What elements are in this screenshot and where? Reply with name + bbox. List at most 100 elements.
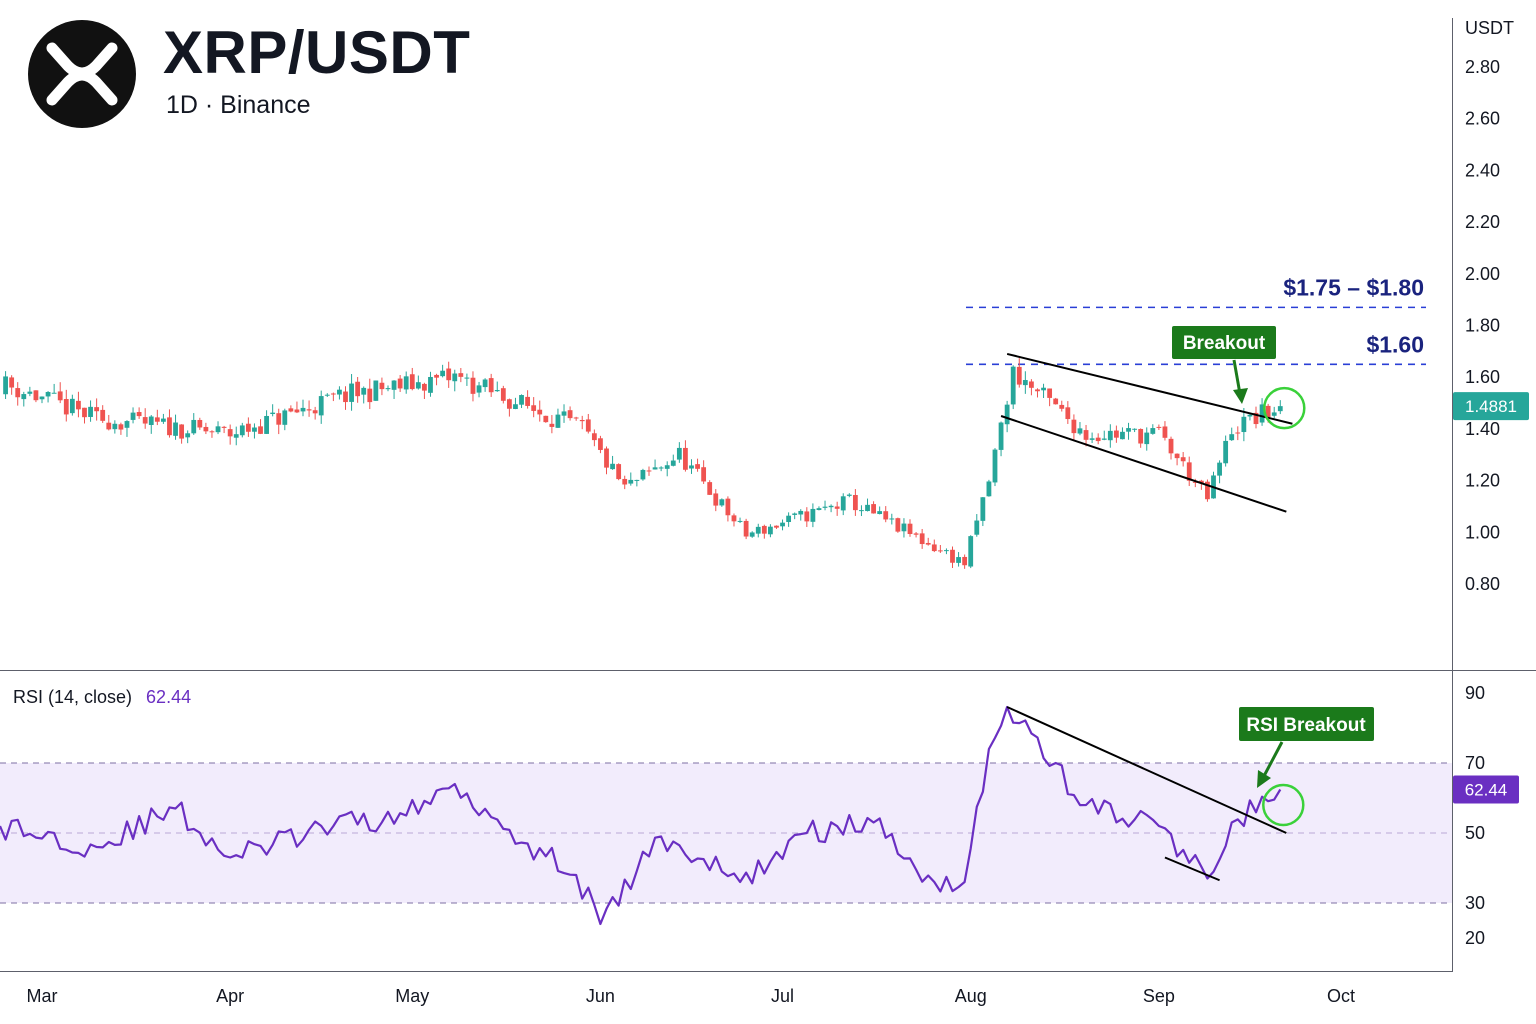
candle-body — [1174, 453, 1180, 459]
candle — [179, 424, 185, 444]
candle-body — [161, 418, 166, 422]
candle — [604, 446, 609, 475]
candle-body — [136, 412, 142, 417]
candle-body — [1035, 389, 1040, 392]
rsi-axis-tick: 50 — [1465, 823, 1485, 843]
candle-body — [640, 469, 646, 480]
candle — [142, 408, 148, 429]
candle-body — [100, 409, 106, 421]
candle-body — [1120, 431, 1125, 440]
candle — [1211, 471, 1216, 499]
channel-trendline — [1006, 352, 1293, 425]
candle-body — [76, 400, 81, 410]
candle-body — [458, 373, 464, 377]
candle — [579, 415, 585, 430]
candle-body — [403, 376, 409, 390]
candle-body — [573, 417, 579, 419]
level-label: $1.75 – $1.80 — [1283, 274, 1424, 300]
candle — [458, 368, 464, 383]
candle-body — [476, 385, 482, 393]
candle — [828, 504, 834, 513]
candle-body — [525, 396, 530, 406]
candle — [21, 391, 27, 407]
candle-body — [774, 525, 779, 528]
candle — [3, 371, 8, 400]
candle — [931, 539, 937, 553]
candle-body — [227, 429, 233, 437]
candle — [1083, 424, 1089, 447]
candle-body — [88, 406, 93, 417]
candle — [233, 426, 239, 446]
candle-body — [780, 522, 785, 527]
rsi-axis-tick: 20 — [1465, 928, 1485, 948]
candle-body — [676, 447, 682, 460]
candle-body — [27, 391, 33, 394]
breakout-callout-box — [1172, 326, 1276, 359]
candle — [1132, 428, 1137, 433]
candle — [907, 519, 913, 537]
candle — [306, 400, 312, 417]
candle — [33, 390, 39, 403]
candle-body — [82, 407, 87, 418]
price-axis-tick: 2.60 — [1465, 109, 1500, 129]
candle-body — [422, 383, 427, 391]
price-axis-tick: 1.00 — [1465, 522, 1500, 542]
candle-body — [1277, 406, 1283, 412]
candle-body — [288, 408, 294, 412]
candle-body — [69, 398, 75, 414]
candle-body — [519, 395, 524, 405]
candle-body — [1053, 398, 1059, 405]
candle-body — [191, 419, 197, 434]
candle-body — [1107, 430, 1113, 441]
candle — [385, 385, 391, 392]
candle — [1010, 365, 1016, 410]
candle-body — [652, 467, 658, 470]
candle — [846, 493, 852, 498]
candle — [1198, 479, 1204, 490]
candle-body — [124, 421, 130, 428]
candle — [513, 397, 518, 410]
candle-body — [209, 431, 215, 433]
candle — [373, 380, 379, 401]
candle-body — [1223, 440, 1229, 464]
candle — [106, 414, 112, 431]
candle — [610, 455, 615, 470]
candle — [743, 518, 749, 540]
candle-body — [859, 510, 864, 512]
candle-body — [798, 510, 804, 515]
candle — [173, 414, 178, 440]
candle — [810, 503, 816, 528]
candle — [482, 378, 488, 392]
candle — [88, 400, 93, 422]
candle — [258, 419, 263, 435]
candle — [282, 408, 288, 431]
candle — [792, 512, 798, 520]
candle — [1120, 427, 1125, 440]
candle — [112, 420, 118, 434]
candle-body — [282, 410, 288, 425]
candle — [725, 496, 731, 522]
rsi-breakout-arrow-shaft — [1262, 741, 1284, 777]
candle — [573, 416, 579, 421]
candle — [737, 517, 743, 524]
candle-body — [664, 465, 670, 469]
candle-body — [513, 404, 518, 410]
candle — [834, 501, 840, 516]
candle-body — [561, 411, 567, 416]
candle — [197, 417, 203, 430]
candle — [124, 420, 130, 437]
candle — [51, 383, 57, 394]
price-axis-tick: 0.80 — [1465, 574, 1500, 594]
candle-body — [118, 424, 124, 430]
candle — [118, 422, 124, 435]
candle — [409, 367, 415, 391]
candle-body — [743, 520, 749, 537]
candle-body — [488, 378, 494, 393]
candle — [324, 393, 330, 397]
candle — [555, 408, 561, 428]
price-axis-tick: 1.80 — [1465, 315, 1500, 335]
candle — [1253, 406, 1259, 429]
candle-body — [415, 382, 421, 389]
candle — [707, 480, 713, 495]
